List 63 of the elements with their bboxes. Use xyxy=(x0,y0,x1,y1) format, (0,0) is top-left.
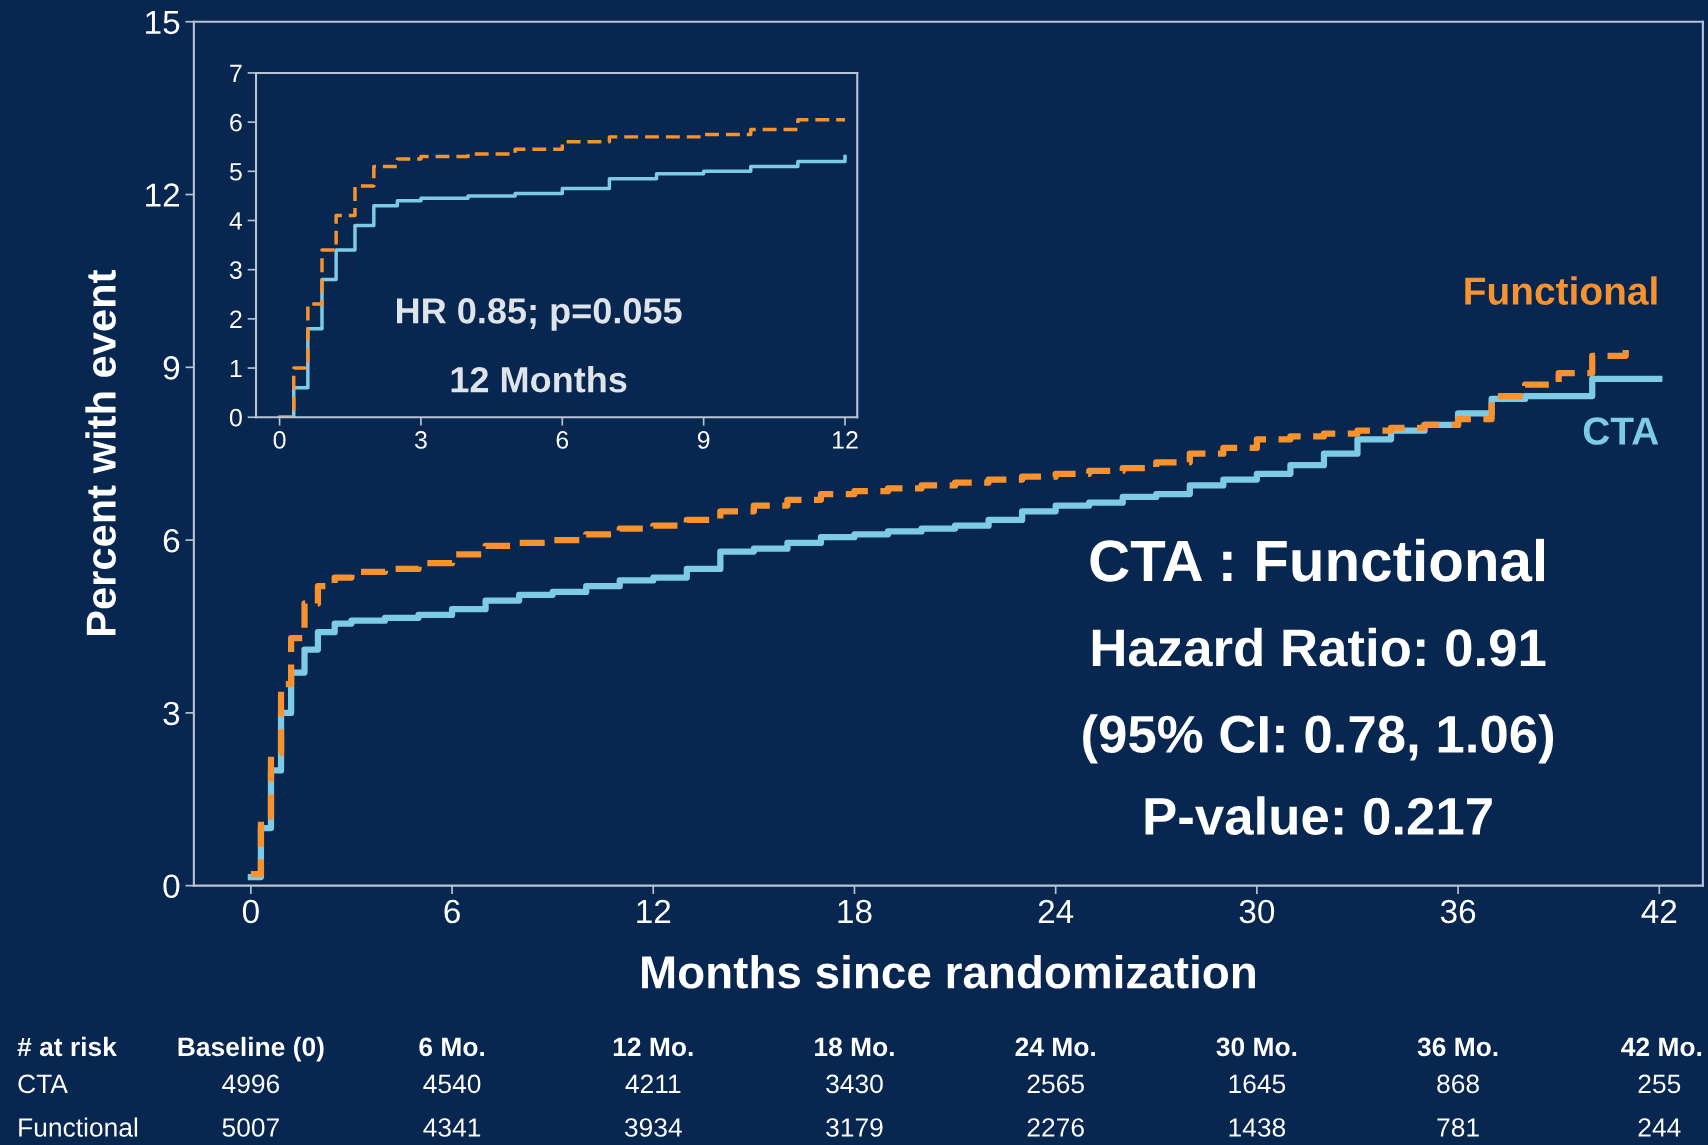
text: 2276 xyxy=(1027,1118,1084,1137)
text: # at risk xyxy=(17,1036,117,1057)
text: 4540 xyxy=(423,1074,481,1094)
x-tick-label: 12 xyxy=(833,431,858,449)
text: 5007 xyxy=(222,1118,279,1137)
annotation: Hazard Ratio: 0.91 xyxy=(1092,627,1546,667)
annotation: HR 0.85; p=0.055 xyxy=(397,298,682,331)
text: 3430 xyxy=(826,1074,883,1094)
y-tick-label: 0 xyxy=(163,874,180,899)
x-tick-label: 9 xyxy=(697,431,710,449)
x-axis-title: Months since randomization xyxy=(642,954,1255,989)
y-tick-label: 5 xyxy=(229,163,242,181)
series-label: Functional xyxy=(1465,276,1657,305)
text: 4996 xyxy=(222,1074,280,1094)
x-tick-label: 3 xyxy=(414,431,427,449)
y-tick-label: 2 xyxy=(230,310,242,328)
x-tick-label: 24 xyxy=(1038,899,1074,924)
text: CTA xyxy=(18,1074,68,1094)
x-tick-label: 12 xyxy=(637,899,671,924)
text: 3934 xyxy=(624,1118,682,1137)
text: 244 xyxy=(1638,1118,1681,1137)
text: 18 Mo. xyxy=(815,1037,894,1057)
text: 1438 xyxy=(1229,1118,1286,1137)
y-tick-label: 3 xyxy=(229,261,242,279)
y-tick-label: 1 xyxy=(230,359,242,378)
y-axis-title: Percent with event xyxy=(85,270,116,635)
annotation: 12 Months xyxy=(451,365,627,393)
text: 30 Mo. xyxy=(1216,1037,1297,1057)
x-tick-label: 0 xyxy=(273,431,286,449)
text: 3179 xyxy=(826,1118,883,1137)
text: 868 xyxy=(1437,1074,1479,1094)
x-tick-label: 42 xyxy=(1641,899,1677,924)
annotation: (95% CI: 0.78, 1.06) xyxy=(1083,714,1554,764)
annotation: CTA : Functional xyxy=(1090,538,1545,582)
y-tick-label: 15 xyxy=(146,10,180,35)
x-tick-label: 6 xyxy=(444,899,460,924)
text: 2565 xyxy=(1027,1074,1084,1094)
series-label: CTA xyxy=(1583,417,1659,445)
y-tick-label: 6 xyxy=(163,528,180,553)
x-tick-label: 6 xyxy=(556,431,569,449)
text: 36 Mo. xyxy=(1417,1037,1498,1057)
x-tick-label: 18 xyxy=(838,899,872,924)
text: Baseline (0) xyxy=(178,1036,324,1062)
x-tick-label: 36 xyxy=(1440,899,1476,924)
text: Functional xyxy=(19,1117,138,1137)
text: 255 xyxy=(1638,1074,1681,1094)
y-tick-label: 3 xyxy=(163,701,180,726)
text: 12 Mo. xyxy=(613,1037,693,1057)
text: 1645 xyxy=(1229,1074,1286,1094)
x-tick-label: 30 xyxy=(1239,899,1275,924)
y-tick-label: 4 xyxy=(229,212,243,230)
y-tick-label: 12 xyxy=(146,183,179,207)
y-tick-label: 9 xyxy=(163,356,180,380)
text: 4341 xyxy=(423,1118,481,1137)
annotation: P-value: 0.217 xyxy=(1145,796,1492,836)
y-tick-label: 0 xyxy=(229,408,242,427)
text: 24 Mo. xyxy=(1015,1037,1095,1057)
text: 42 Mo. xyxy=(1621,1037,1702,1057)
y-tick-label: 7 xyxy=(230,64,242,82)
y-tick-label: 6 xyxy=(230,113,242,132)
text: 4211 xyxy=(625,1074,681,1093)
text: 781 xyxy=(1437,1118,1479,1137)
text: 6 Mo. xyxy=(419,1037,484,1057)
